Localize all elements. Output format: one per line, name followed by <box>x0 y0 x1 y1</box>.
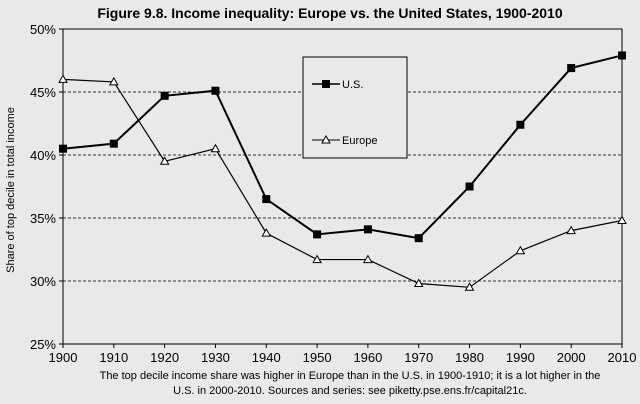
series-europe-line <box>62 78 623 288</box>
data-point-europe <box>464 282 475 291</box>
legend-us-label: U.S. <box>342 79 363 91</box>
series-u-s-line <box>62 54 623 240</box>
data-point-u-s <box>262 195 271 204</box>
data-point-europe <box>617 215 627 225</box>
x-tick-label: 1930 <box>201 350 230 365</box>
y-tick-label: 40% <box>30 148 56 163</box>
plot-area-frame <box>62 28 623 345</box>
data-point-u-s <box>465 182 474 191</box>
data-point-europe <box>261 228 272 237</box>
caption-line-1: The top decile income share was higher i… <box>100 370 601 382</box>
data-point-u-s <box>109 139 118 148</box>
data-point-u-s <box>567 64 576 73</box>
data-point-u-s <box>211 86 220 95</box>
x-tick-label: 1950 <box>303 350 332 365</box>
x-tick-label: 2000 <box>557 350 586 365</box>
data-point-u-s <box>363 225 372 234</box>
data-point-u-s <box>313 230 322 239</box>
data-point-europe <box>159 156 170 165</box>
gridlines <box>63 91 622 282</box>
y-tick-label: 35% <box>30 211 56 226</box>
data-point-europe <box>413 278 424 288</box>
caption-line-2: U.S. in 2000-2010. Sources and series: s… <box>173 385 527 397</box>
data-point-europe <box>515 245 526 255</box>
x-tick-label: 1940 <box>252 350 281 365</box>
y-tick-label: 50% <box>30 22 56 37</box>
data-point-u-s <box>516 120 525 129</box>
x-tick-label: 1970 <box>404 350 433 365</box>
legend-europe-label: Europe <box>342 135 377 147</box>
x-tick-label: 1960 <box>353 350 382 365</box>
legend-us-marker <box>322 80 330 88</box>
data-point-europe <box>363 254 373 264</box>
data-point-europe <box>210 143 221 153</box>
data-point-u-s <box>59 144 67 153</box>
axes: 25% 30% 35% 40% 45% 50% 1900 1910 1920 1930 1940 19… <box>30 22 636 365</box>
y-axis-label: Share of top decile in total income <box>5 107 17 273</box>
y-tick-label: 45% <box>30 85 56 100</box>
data-point-u-s <box>618 51 626 60</box>
y-tick-label: 30% <box>30 274 56 289</box>
legend: U.S. Europe <box>302 56 408 159</box>
legend-box <box>302 56 408 159</box>
x-tick-label: 2010 <box>608 350 637 365</box>
data-point-europe <box>312 254 322 264</box>
legend-europe-marker <box>321 134 331 144</box>
data-point-u-s <box>160 91 169 100</box>
data-point-europe <box>58 74 68 83</box>
data-point-europe <box>566 225 577 235</box>
x-tick-label: 1990 <box>506 350 535 365</box>
x-tick-label: 1980 <box>455 350 484 365</box>
x-tick-label: 1920 <box>150 350 179 365</box>
y-tick-label: 25% <box>30 337 56 352</box>
data-point-u-s <box>414 234 423 243</box>
x-tick-label: 1910 <box>99 350 128 365</box>
data-point-europe <box>108 76 119 86</box>
x-tick-label: 1900 <box>49 350 78 365</box>
series-lines <box>58 51 627 291</box>
chart-title: Figure 9.8. Income inequality: Europe vs… <box>97 5 562 21</box>
